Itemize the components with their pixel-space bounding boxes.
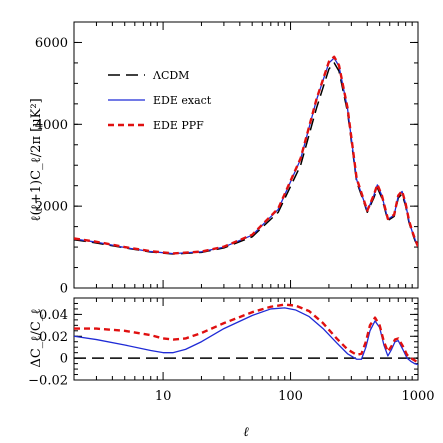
x-axis-label: ℓ: [243, 425, 249, 440]
top-y-tick-label: 0: [60, 282, 68, 297]
legend-label-ede-exact: EDE exact: [153, 94, 212, 107]
top-series-ede-ppf: [74, 55, 418, 255]
top-series-ede-exact: [74, 57, 418, 255]
legend-label-ede-ppf: EDE PPF: [153, 119, 204, 132]
legend-label-lcdm: ΛCDM: [152, 69, 189, 82]
y-axis-label-top: ℓ(ℓ+1)C_ℓ/2π [μK²]: [29, 98, 44, 221]
top-panel: 0 2000 4000 6000: [35, 21, 419, 297]
bottom-plot-frame: [73, 297, 419, 381]
bottom-y-tick-label: 0.02: [39, 330, 68, 345]
legend: ΛCDM EDE exact EDE PPF: [108, 69, 212, 132]
bottom-series-ede-exact: [74, 307, 418, 366]
top-y-tick-label: 4000: [35, 118, 68, 133]
top-series-lcdm: [74, 62, 418, 255]
y-axis-label-bottom: ΔC_ℓ/C_ℓ: [29, 308, 44, 367]
top-plot-frame: [73, 21, 419, 289]
bottom-y-tick-label: −0.02: [28, 374, 68, 389]
bottom-x-tick-label: 100: [278, 389, 303, 404]
top-y-tick-label: 2000: [35, 200, 68, 215]
top-y-tick-label: 6000: [35, 36, 68, 51]
bottom-y-tick-label: 0: [60, 352, 68, 367]
bottom-series-ede-ppf: [74, 303, 418, 364]
bottom-x-tick-label: 10: [155, 389, 172, 404]
bottom-x-tick-label: 1000: [401, 389, 434, 404]
bottom-panel: −0.02 0 0.02 0.04 10 100 1000: [28, 297, 435, 404]
bottom-y-tick-label: 0.04: [39, 308, 68, 323]
